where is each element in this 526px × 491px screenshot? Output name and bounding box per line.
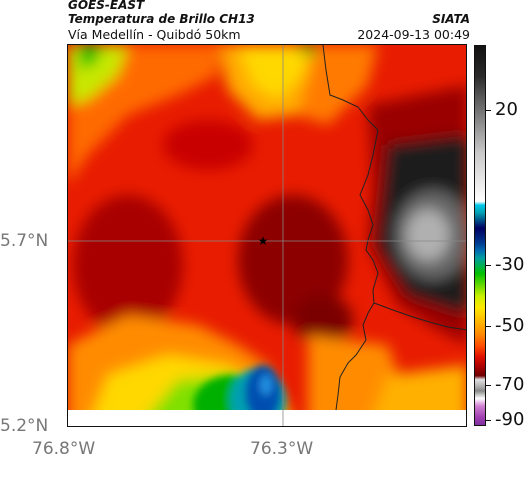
colorbar-label: 20 bbox=[495, 99, 518, 120]
field-lightblue-south bbox=[260, 375, 272, 395]
product-title: Temperatura de Brillo CH13 bbox=[68, 12, 255, 26]
colorbar-tick bbox=[486, 326, 491, 327]
colorbar-label: -90 bbox=[495, 409, 525, 430]
colorbar-tick bbox=[486, 110, 491, 111]
satellite-title: GOES-EAST bbox=[68, 0, 145, 12]
brightness-temperature-map: ★ bbox=[67, 44, 467, 427]
lon-tick-label: 76.8°W bbox=[32, 439, 96, 459]
colorbar-tick bbox=[486, 420, 491, 421]
route-subtitle: Vía Medellín - Quibdó 50km bbox=[68, 27, 241, 42]
colorbar-label: -30 bbox=[495, 254, 525, 275]
municipal-boundary bbox=[373, 302, 466, 331]
organization-label: SIATA bbox=[432, 12, 470, 26]
timestamp-label: 2024-09-13 00:49 bbox=[357, 27, 470, 42]
map-canvas: ★ bbox=[68, 45, 466, 426]
field-orange-southeast bbox=[308, 335, 398, 426]
field-darkred-center bbox=[238, 195, 348, 325]
field-green-topleft bbox=[78, 45, 103, 70]
lon-tick-label: 76.3°W bbox=[250, 439, 314, 459]
colorbar-label: -70 bbox=[495, 374, 525, 395]
colorbar-tick bbox=[486, 385, 491, 386]
field-yellow-topcenter bbox=[238, 45, 308, 100]
star-marker: ★ bbox=[258, 234, 269, 248]
lat-tick-label: 5.2°N bbox=[0, 416, 49, 436]
field-green-topcenter bbox=[293, 45, 318, 57]
colorbar bbox=[474, 45, 486, 426]
field-darkred-north bbox=[163, 120, 253, 170]
department-boundary bbox=[322, 45, 379, 411]
field-darkred-south bbox=[293, 295, 353, 345]
field-lightgrey-east bbox=[406, 209, 450, 261]
field-darkred-west bbox=[73, 195, 183, 335]
colorbar-label: -50 bbox=[495, 315, 525, 336]
colorbar-tick bbox=[486, 265, 491, 266]
no-data-strip bbox=[68, 410, 466, 426]
field-orange-topright bbox=[298, 45, 378, 125]
lat-tick-label: 5.7°N bbox=[0, 231, 49, 251]
